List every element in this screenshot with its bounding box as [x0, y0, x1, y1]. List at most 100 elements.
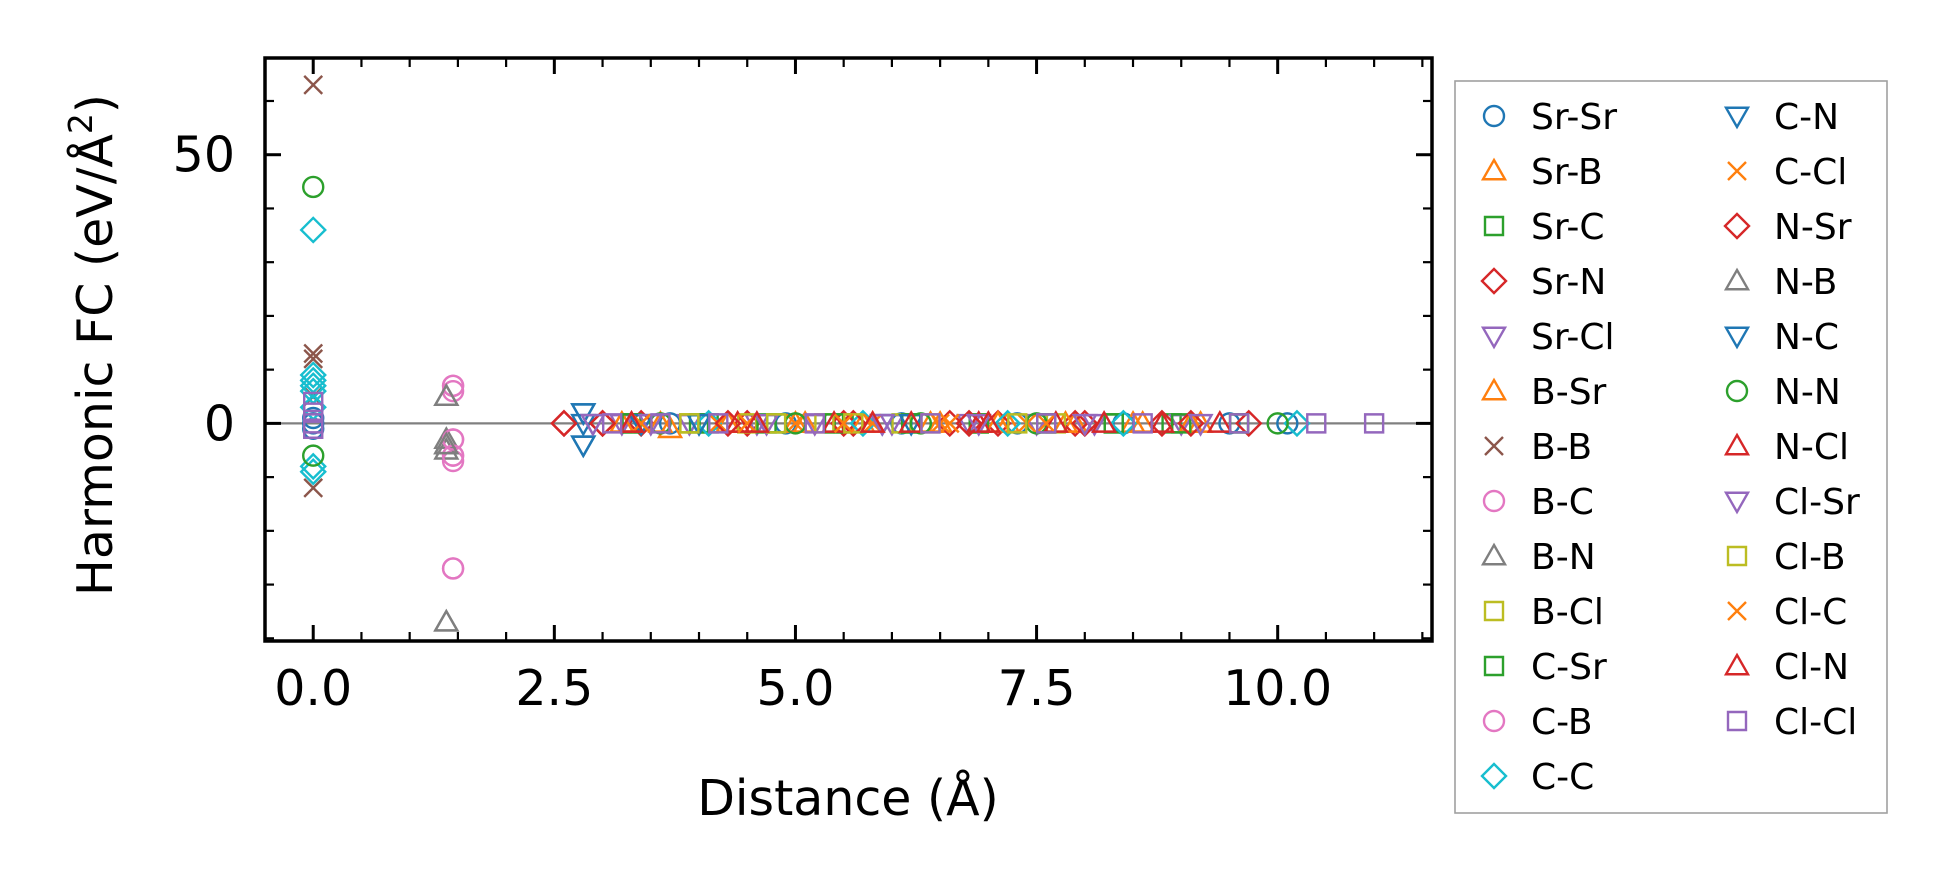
data-point [993, 409, 1022, 438]
legend-label: N-C [1774, 317, 1839, 358]
data-point [550, 409, 578, 438]
legend-marker [1723, 106, 1751, 130]
series-n-b [433, 383, 460, 632]
data-point [1363, 413, 1385, 434]
legend-marker [1727, 601, 1747, 621]
data-point [570, 435, 597, 459]
data-point [1007, 413, 1028, 434]
data-point [849, 409, 877, 438]
data-point [765, 413, 787, 434]
data-point [898, 413, 925, 437]
legend-label: B-Sr [1531, 372, 1607, 413]
series-cl-cl [303, 391, 1385, 439]
y-tick-label: 0 [204, 395, 235, 452]
legend-marker [1482, 709, 1506, 733]
legend-marker [1480, 267, 1508, 295]
plot-frame [263, 56, 1434, 643]
data-point [1235, 409, 1263, 438]
data-point [1266, 412, 1289, 435]
data-point [303, 349, 324, 369]
data-point [1132, 413, 1153, 434]
legend-marker [1726, 545, 1748, 567]
legend-marker [1726, 710, 1748, 732]
data-point [433, 431, 460, 455]
data-point [829, 409, 858, 438]
data-point [785, 413, 806, 434]
data-point [1187, 413, 1214, 437]
legend-marker [1723, 326, 1751, 350]
legend-label: N-N [1774, 372, 1841, 413]
data-point [975, 409, 1002, 433]
y-axis-label: Harmonic FC (eV/Å2) [61, 94, 124, 596]
legend-label: C-Sr [1531, 647, 1607, 688]
data-point [955, 409, 983, 438]
data-point [1091, 409, 1118, 433]
legend-item: Sr-B [1480, 152, 1603, 193]
legend-item: B-Cl [1483, 592, 1604, 633]
legend-item: Sr-C [1483, 207, 1604, 248]
data-point [920, 413, 941, 434]
data-point [299, 361, 327, 389]
data-point [1036, 413, 1057, 434]
legend-label: Cl-C [1774, 592, 1847, 633]
legend-label: B-Cl [1531, 592, 1604, 633]
data-point [708, 413, 729, 434]
data-point [303, 343, 324, 364]
data-point [570, 435, 597, 459]
x-tick-label: 10.0 [1223, 660, 1332, 717]
data-point [299, 458, 327, 486]
x-tick-label: 0.0 [274, 660, 352, 717]
tick-labels: 0.0 2.5 5.0 7.5 10.0 0 50 [173, 127, 1333, 717]
legend-item: Cl-C [1727, 592, 1847, 633]
legend-label: N-B [1774, 262, 1837, 303]
data-point [588, 409, 617, 438]
data-point [743, 409, 770, 433]
legend-item: Sr-N [1480, 262, 1606, 303]
data-point [299, 216, 327, 244]
legend-item: C-Sr [1483, 647, 1607, 688]
data-point [302, 444, 325, 467]
legend-label: Cl-Sr [1774, 482, 1860, 523]
data-point [1103, 413, 1124, 434]
data-point [433, 608, 460, 632]
data-point [714, 409, 742, 438]
data-point [694, 409, 723, 438]
data-point [299, 372, 327, 400]
data-point [936, 409, 964, 438]
data-point [602, 413, 623, 434]
data-point [1177, 409, 1205, 438]
legend-label: Sr-Sr [1531, 97, 1617, 138]
legend-marker [1480, 157, 1508, 181]
legend-item: N-Sr [1723, 207, 1852, 248]
legend-label: Sr-B [1531, 152, 1603, 193]
legend-marker [1482, 104, 1506, 128]
data-point [1283, 409, 1311, 438]
legend-marker [1727, 161, 1747, 181]
legend-item: Cl-B [1726, 537, 1846, 578]
legend-item: N-Cl [1723, 427, 1849, 468]
legend-item: C-Cl [1727, 152, 1847, 193]
data-point [1148, 409, 1176, 433]
y-tick-label: 50 [173, 127, 235, 184]
data-point [433, 608, 460, 632]
series-b-c [441, 374, 465, 580]
legend-marker [1725, 379, 1749, 403]
legend-item: Cl-N [1723, 647, 1849, 688]
data-point [965, 413, 992, 437]
legend-label: Sr-N [1531, 262, 1606, 303]
x-tick-label: 5.0 [756, 660, 834, 717]
data-point [939, 413, 960, 434]
data-point [708, 413, 729, 434]
data-point [303, 478, 324, 498]
data-point [1306, 413, 1327, 434]
legend-label: Sr-Cl [1531, 317, 1614, 358]
data-point [657, 415, 684, 439]
legend-label: C-C [1531, 757, 1594, 798]
data-points [299, 75, 1385, 632]
legend-item: B-B [1484, 427, 1592, 468]
series-b-n [433, 383, 460, 632]
data-point [984, 409, 1012, 438]
legend-marker [1480, 377, 1508, 401]
legend-marker [1723, 491, 1751, 515]
data-point [1061, 409, 1089, 438]
